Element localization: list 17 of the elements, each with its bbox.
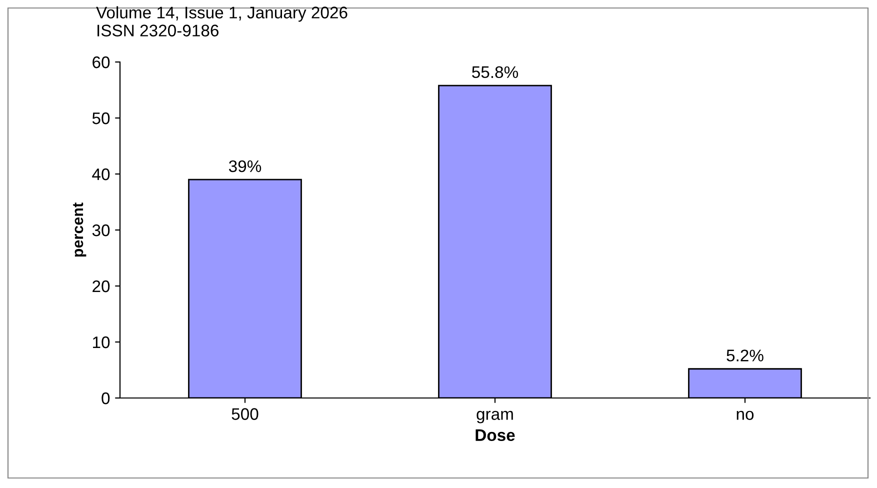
- y-tick-label: 30: [92, 224, 110, 236]
- data-label: 5.2%: [726, 350, 764, 362]
- text: Volume 14, Issue 1, January 2026: [96, 6, 348, 22]
- y-tick-label: 40: [92, 168, 110, 180]
- y-axis-title: percent: [73, 202, 86, 257]
- x-tick-label: no: [736, 410, 754, 420]
- x-axis-title: Dose: [476, 429, 515, 442]
- text: ISSN 2320-9186: [98, 24, 218, 36]
- y-tick-label: 10: [93, 336, 110, 348]
- x-tick-label: gram: [476, 410, 513, 424]
- y-tick-label: 50: [92, 112, 110, 124]
- y-tick-label: 20: [92, 280, 110, 292]
- data-label: 55.8%: [472, 66, 518, 78]
- x-tick-label: 500: [232, 408, 258, 420]
- y-tick-label: 60: [92, 56, 110, 68]
- data-label: 39%: [228, 160, 262, 172]
- y-tick-label: 0: [102, 392, 110, 404]
